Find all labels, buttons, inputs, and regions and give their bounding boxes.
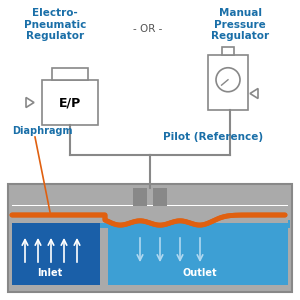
Text: - OR -: - OR - — [133, 24, 163, 34]
Polygon shape — [250, 88, 258, 98]
FancyBboxPatch shape — [100, 220, 290, 228]
Text: Pilot (Reference): Pilot (Reference) — [163, 132, 263, 142]
FancyBboxPatch shape — [42, 80, 98, 125]
Text: E/P: E/P — [59, 96, 81, 109]
Text: Manual
Pressure
Regulator: Manual Pressure Regulator — [211, 8, 269, 41]
FancyBboxPatch shape — [12, 205, 288, 225]
FancyBboxPatch shape — [153, 188, 167, 206]
FancyBboxPatch shape — [8, 184, 292, 292]
Polygon shape — [26, 98, 34, 107]
Text: Outlet: Outlet — [183, 268, 217, 278]
FancyBboxPatch shape — [108, 223, 288, 285]
FancyBboxPatch shape — [52, 68, 88, 80]
FancyBboxPatch shape — [12, 217, 288, 223]
Circle shape — [216, 68, 240, 92]
FancyBboxPatch shape — [133, 188, 147, 206]
FancyBboxPatch shape — [12, 206, 288, 218]
FancyBboxPatch shape — [12, 223, 100, 285]
FancyBboxPatch shape — [100, 223, 108, 285]
Text: Electro-
Pneumatic
Regulator: Electro- Pneumatic Regulator — [24, 8, 86, 41]
Text: Inlet: Inlet — [38, 268, 63, 278]
Text: Diaphragm: Diaphragm — [12, 126, 73, 136]
FancyBboxPatch shape — [222, 47, 234, 55]
FancyBboxPatch shape — [208, 55, 248, 110]
